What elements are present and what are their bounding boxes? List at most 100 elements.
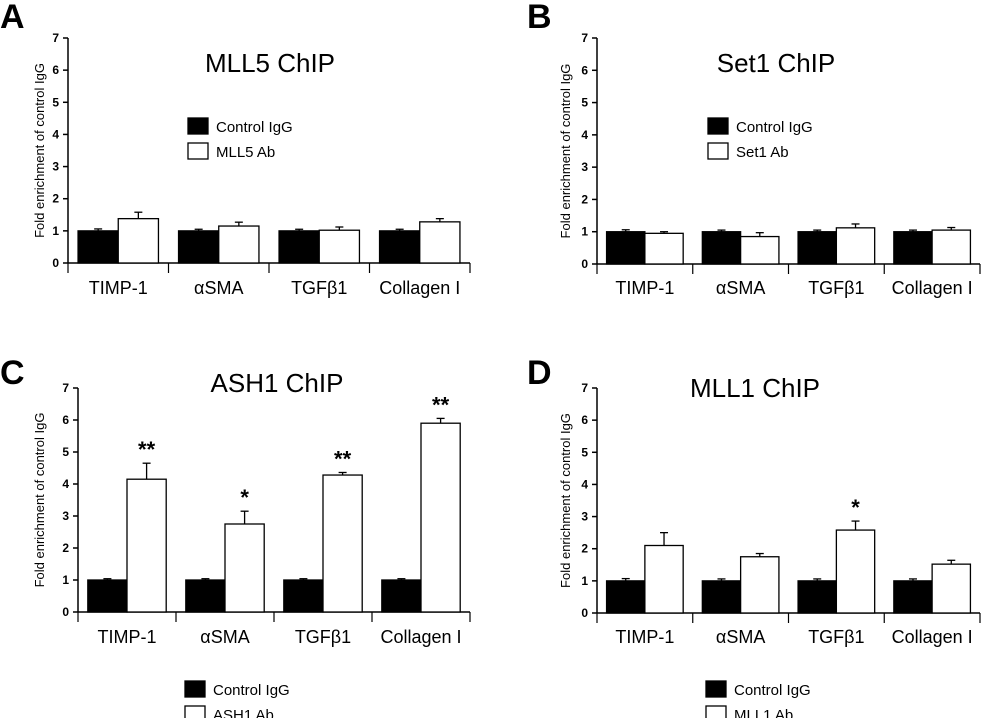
bar-control [278, 230, 320, 264]
x-tick-label: Collagen I [892, 627, 973, 647]
bar-antibody [739, 235, 780, 265]
significance-marker: * [851, 495, 860, 520]
y-tick-label: 3 [581, 160, 588, 174]
x-tick-label: TIMP-1 [615, 278, 674, 298]
y-tick-label: 5 [52, 95, 59, 109]
x-tick-label: αSMA [716, 278, 765, 298]
legend-label: Control IgG [736, 119, 813, 136]
x-tick-label: Collagen I [892, 278, 973, 298]
bar-control [893, 580, 933, 614]
x-tick-label: TGFβ1 [291, 278, 347, 298]
legend-swatch [187, 117, 209, 135]
legend-swatch [705, 680, 727, 698]
panel-letter: C [0, 354, 25, 392]
legend-label: Control IgG [216, 119, 293, 136]
panel-d: D MLL1 ChIP Fold enrichment of control IgG… [527, 354, 981, 718]
legend-label: MLL1 Ab [734, 707, 793, 718]
y-tick-label: 7 [62, 381, 69, 395]
legend-label: Control IgG [213, 682, 290, 699]
x-tick-label: TGFβ1 [295, 627, 351, 647]
significance-marker: ** [138, 437, 156, 462]
chart-title: MLL5 ChIP [205, 48, 335, 78]
y-tick-label: 3 [62, 509, 69, 523]
y-tick-label: 1 [581, 225, 588, 239]
y-tick-label: 2 [52, 192, 59, 206]
y-tick-label: 3 [52, 160, 59, 174]
significance-marker: ** [432, 392, 450, 417]
panel-a: A MLL5 ChIP Fold enrichment of control IgG… [0, 0, 471, 298]
bar-antibody [644, 544, 684, 614]
y-tick-label: 4 [581, 477, 588, 491]
chart-title: Set1 ChIP [717, 48, 836, 78]
legend-swatch [707, 142, 729, 160]
bar-antibody [931, 229, 972, 265]
legend-swatch [184, 705, 206, 718]
significance-marker: * [240, 485, 249, 510]
bar-control [87, 579, 128, 613]
bar-control [283, 579, 324, 613]
x-tick-label: Collagen I [380, 627, 461, 647]
legend-label: Control IgG [734, 682, 811, 699]
y-tick-label: 5 [62, 445, 69, 459]
bar-antibody [931, 563, 972, 614]
x-tick-label: Collagen I [379, 278, 460, 298]
y-tick-label: 6 [52, 63, 59, 77]
panel-letter: D [527, 354, 552, 392]
legend-label: Set1 Ab [736, 144, 789, 161]
y-tick-label: 6 [581, 63, 588, 77]
x-tick-label: TGFβ1 [808, 278, 864, 298]
y-tick-label: 3 [581, 510, 588, 524]
legend: Control IgG MLL1 Ab [705, 680, 811, 718]
bar-antibody [644, 232, 684, 265]
bar-antibody [419, 221, 461, 264]
y-tick-label: 5 [581, 96, 588, 110]
y-tick-label: 7 [581, 31, 588, 45]
bar-antibody [117, 217, 160, 264]
panel-letter: A [0, 0, 25, 36]
x-tick-label: αSMA [716, 627, 765, 647]
y-tick-label: 0 [52, 256, 59, 270]
bar-control [701, 231, 742, 265]
bar-antibody [835, 227, 876, 265]
bar-antibody [318, 229, 361, 264]
legend-swatch [184, 680, 206, 698]
legend-swatch [187, 142, 209, 160]
y-tick-label: 1 [62, 573, 69, 587]
y-tick-label: 4 [581, 128, 588, 142]
bar-control [605, 231, 646, 265]
bar-antibody [218, 225, 260, 264]
y-tick-label: 4 [62, 477, 69, 491]
legend: Control IgG MLL5 Ab [187, 117, 293, 161]
y-tick-label: 2 [581, 542, 588, 556]
legend-swatch [707, 117, 729, 135]
x-tick-label: αSMA [200, 627, 249, 647]
legend-label: MLL5 Ab [216, 144, 275, 161]
bar-control [797, 231, 838, 265]
y-axis-label: Fold enrichment of control IgG [558, 64, 573, 239]
y-tick-label: 0 [581, 606, 588, 620]
legend: Control IgG Set1 Ab [707, 117, 813, 161]
bar-control [605, 580, 646, 614]
bar-antibody [835, 529, 876, 614]
x-tick-label: TIMP-1 [97, 627, 156, 647]
bar-control [381, 579, 422, 613]
chart-title: MLL1 ChIP [690, 373, 820, 403]
y-tick-label: 1 [581, 574, 588, 588]
legend-label: ASH1 Ab [213, 707, 274, 718]
y-tick-label: 4 [52, 127, 59, 141]
legend-swatch [705, 705, 727, 718]
bar-control [77, 230, 119, 264]
legend: Control IgG ASH1 Ab [184, 680, 290, 718]
bar-control [893, 231, 933, 265]
bar-antibody [420, 422, 461, 613]
y-tick-label: 0 [62, 605, 69, 619]
bar-control [185, 579, 226, 613]
y-tick-label: 5 [581, 445, 588, 459]
x-tick-label: TIMP-1 [89, 278, 148, 298]
x-tick-label: αSMA [194, 278, 243, 298]
y-tick-label: 2 [581, 192, 588, 206]
panel-b: B Set1 ChIP Fold enrichment of control IgG… [527, 0, 981, 298]
y-tick-label: 7 [52, 31, 59, 45]
y-tick-label: 1 [52, 224, 59, 238]
